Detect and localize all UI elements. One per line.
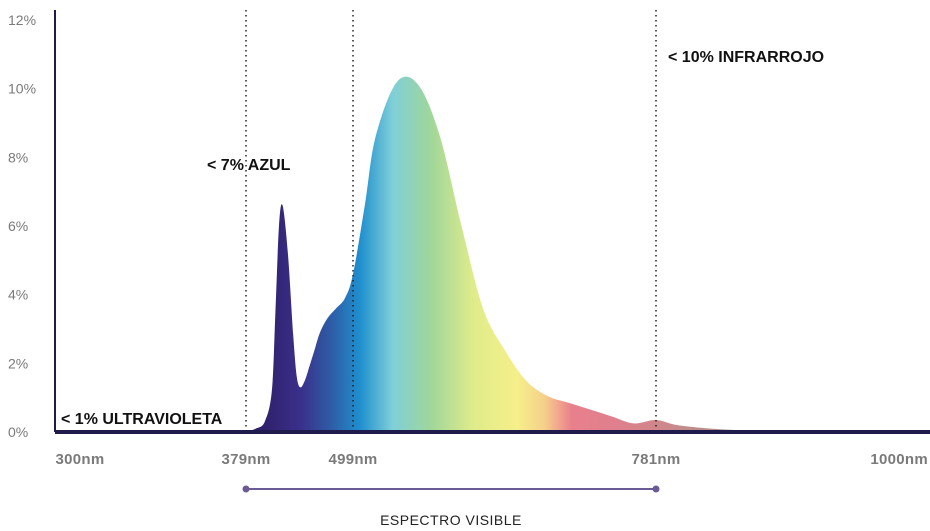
x-tick-label: 1000nm <box>870 451 928 468</box>
y-tick-label: 6% <box>8 218 28 234</box>
x-axis-ticks: 300nm 379nm 499nm 781nm 1000nm <box>55 451 928 468</box>
y-tick-label: 0% <box>8 424 28 440</box>
x-tick-label: 781nm <box>631 451 680 468</box>
y-tick-label: 4% <box>8 287 28 303</box>
spectrum-area <box>246 76 789 432</box>
range-label: ESPECTRO VISIBLE <box>380 512 522 528</box>
x-tick-label: 300nm <box>55 451 104 468</box>
y-axis-ticks: 0% 2% 4% 6% 8% 10% 12% <box>8 12 36 440</box>
y-tick-label: 2% <box>8 355 28 371</box>
range-end-dot <box>652 485 660 493</box>
x-tick-label: 379nm <box>221 451 270 468</box>
y-tick-label: 12% <box>8 12 36 28</box>
annotation-label: < 7% AZUL <box>207 157 291 174</box>
x-tick-label: 499nm <box>328 451 377 468</box>
annotations: < 1% ULTRAVIOLETA < 7% AZUL < 10% INFRARRO… <box>61 49 824 428</box>
y-tick-label: 10% <box>8 81 36 97</box>
annotation-label: < 10% INFRARROJO <box>668 49 824 66</box>
y-tick-label: 8% <box>8 149 28 165</box>
visible-spectrum-range: ESPECTRO VISIBLE <box>242 485 660 528</box>
range-start-dot <box>242 485 250 493</box>
annotation-label: < 1% ULTRAVIOLETA <box>61 411 223 428</box>
reference-lines <box>245 10 657 430</box>
